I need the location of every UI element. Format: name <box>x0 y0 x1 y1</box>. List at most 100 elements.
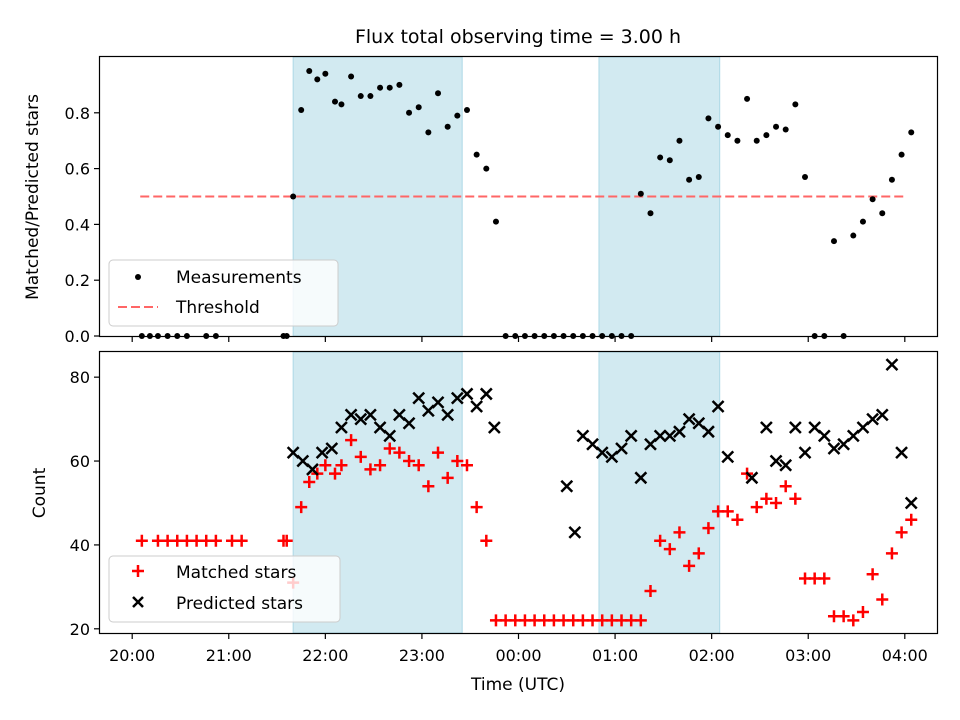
panel-counts: 20 40 60 80 20:00 21:00 22:00 23:00 00:00 01:00 0… <box>30 350 939 695</box>
matched-star-marker <box>847 614 860 627</box>
matched-star-marker <box>750 501 763 514</box>
measurement-point <box>348 73 355 80</box>
matched-stars-series <box>135 434 918 627</box>
legend-top: Measurements Threshold <box>108 259 339 327</box>
predicted-star-marker <box>460 387 474 401</box>
matched-star-marker <box>779 480 792 493</box>
predicted-star-marker <box>682 412 696 426</box>
predicted-star-marker <box>315 446 329 460</box>
measurement-point <box>705 115 712 122</box>
measurement-point <box>332 98 339 105</box>
predicted-star-marker <box>402 416 416 430</box>
matched-star-marker <box>837 610 850 623</box>
matched-star-marker <box>303 476 316 489</box>
legend-box-bottom <box>108 555 341 623</box>
measurement-point <box>415 104 422 111</box>
measurement-point <box>802 173 809 180</box>
measurement-point <box>314 76 321 83</box>
y-axis-label-bottom: Count <box>30 467 50 518</box>
predicted-star-marker <box>866 412 879 426</box>
predicted-star-marker <box>745 471 759 485</box>
matched-star-marker <box>856 606 869 619</box>
plot-frame-top <box>98 55 939 338</box>
measurement-point <box>637 190 644 197</box>
measurement-point <box>454 112 461 119</box>
measurement-point <box>830 238 837 245</box>
predicted-star-marker <box>711 400 725 413</box>
legend-label-threshold: Threshold <box>175 298 260 318</box>
measurement-point <box>647 210 654 217</box>
measurement-point <box>435 90 442 97</box>
matched-star-marker <box>319 459 332 472</box>
predicted-star-marker <box>663 429 677 443</box>
x-tick-label: 20:00 <box>109 646 155 665</box>
matched-star-marker <box>634 614 647 627</box>
predicted-star-marker <box>325 442 339 455</box>
matched-star-marker <box>364 463 377 476</box>
measurement-point <box>676 137 683 144</box>
measurement-point <box>396 81 403 88</box>
measurement-point <box>322 70 329 77</box>
predicted-star-marker <box>904 496 918 510</box>
predicted-star-marker <box>441 408 455 422</box>
predicted-star-marker <box>344 408 358 422</box>
matched-star-marker <box>280 534 293 547</box>
matched-star-marker <box>403 455 416 468</box>
measurement-point <box>908 129 915 136</box>
matched-star-marker <box>692 547 705 560</box>
matched-star-marker <box>295 501 308 514</box>
matched-star-marker <box>731 513 744 526</box>
matched-star-marker <box>235 534 248 547</box>
predicted-star-marker <box>431 395 445 409</box>
measurement-point <box>425 129 432 136</box>
y-axis-ticks-top: 0.0 0.2 0.4 0.6 0.8 <box>65 104 100 346</box>
measurement-point <box>888 176 895 183</box>
measurement-point <box>406 109 413 116</box>
legend-label-matched: Matched stars <box>176 563 296 583</box>
matched-star-marker <box>209 534 222 547</box>
matched-star-marker <box>393 446 406 459</box>
predicted-star-marker <box>653 429 667 443</box>
measurement-point <box>290 193 297 200</box>
matched-star-marker <box>789 492 802 505</box>
measurement-point <box>850 232 857 239</box>
y-axis-ticks-bottom: 20 40 60 80 <box>70 368 100 639</box>
x-tick-label: 21:00 <box>206 646 252 665</box>
predicted-stars-series <box>286 358 918 539</box>
legend-bottom: Matched stars Predicted stars <box>108 555 341 623</box>
measurement-point <box>724 132 731 139</box>
predicted-star-marker <box>759 421 773 434</box>
x-tick-label: 02:00 <box>689 646 735 665</box>
y-tick-label: 0.0 <box>65 327 90 346</box>
measurement-point <box>898 151 905 158</box>
y-tick-label: 0.8 <box>65 104 90 123</box>
x-tick-label: 04:00 <box>882 646 928 665</box>
y-tick-label: 20 <box>70 620 90 639</box>
x-tick-label: 01:00 <box>592 646 638 665</box>
matched-star-marker <box>335 459 348 472</box>
x-tick-label: 03:00 <box>785 646 831 665</box>
measurement-point <box>483 165 490 172</box>
matched-star-marker <box>876 593 889 606</box>
measurement-point <box>463 107 470 114</box>
matched-star-marker <box>866 568 879 581</box>
matched-star-marker <box>895 526 908 539</box>
predicted-star-marker <box>769 454 783 468</box>
predicted-star-marker <box>895 446 908 460</box>
x-axis-label: Time (UTC) <box>470 675 565 695</box>
measurement-point <box>859 218 866 225</box>
measurement-point <box>744 95 751 102</box>
x-tick-label: 00:00 <box>495 646 541 665</box>
predicted-star-marker <box>798 446 812 460</box>
legend-marker-matched <box>132 565 144 577</box>
predicted-star-marker <box>673 425 686 439</box>
y-tick-label: 0.2 <box>65 271 90 290</box>
measurement-point <box>377 84 384 91</box>
panel-ratio: 0.00.20.40.60.8 Matched/Predicted stars … <box>23 55 939 346</box>
matched-star-marker <box>818 572 831 585</box>
measurement-point <box>782 126 789 133</box>
x-axis-ticks-bottom: 20:00 21:00 22:00 23:00 00:00 01:00 02:00 03:00… <box>109 633 928 665</box>
measurement-point <box>657 154 664 161</box>
predicted-star-marker <box>364 408 377 422</box>
